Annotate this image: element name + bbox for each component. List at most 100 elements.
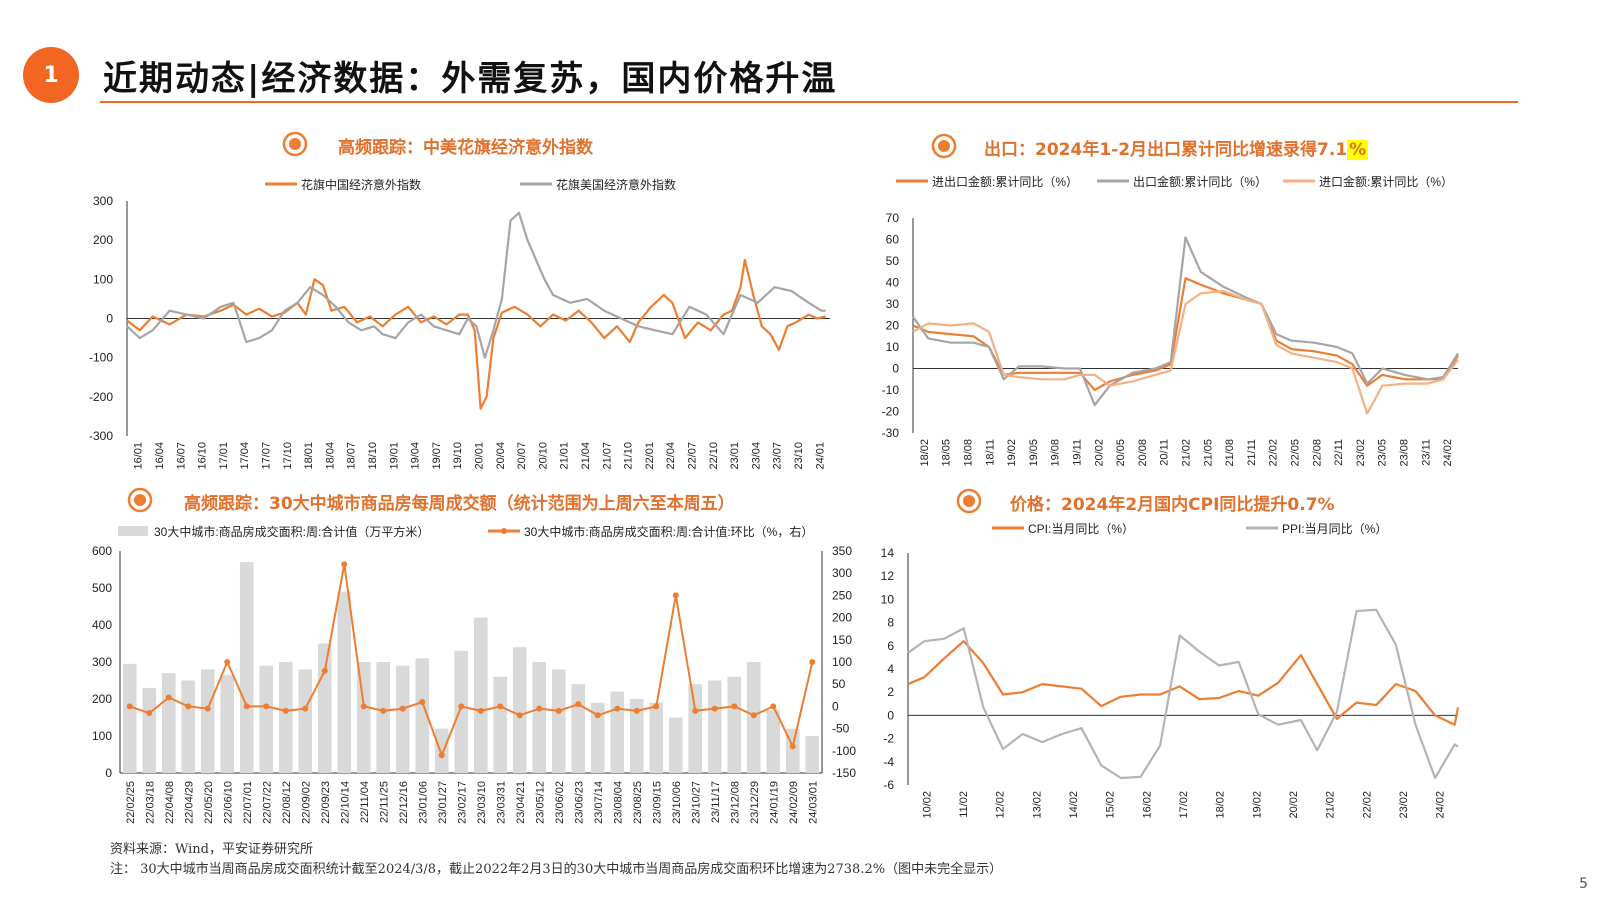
x-tick-label: 18/02: [919, 439, 931, 467]
y-tick-label: -4: [883, 755, 894, 769]
price-panel-title: 价格：2024年2月国内CPI同比提升0.7%: [1010, 495, 1335, 515]
x-tick-label: 18/04: [324, 442, 336, 470]
x-tick-label: 23/05: [1377, 439, 1389, 467]
series-point: [302, 705, 309, 712]
x-tick-label: 23/06/02: [554, 781, 566, 824]
x-tick-label: 18/11: [984, 439, 996, 466]
bar: [376, 662, 391, 773]
export-title-main: 出口：2024年1-2月出口累计同比增速录得7.1: [984, 140, 1348, 160]
x-tick-label: 22/08: [1311, 439, 1323, 467]
x-tick-label: 22/02: [1268, 439, 1280, 467]
title-divider: [100, 101, 1518, 103]
export-panel-title: 出口：2024年1-2月出口累计同比增速录得7.1%: [984, 135, 1369, 160]
bar: [766, 710, 781, 773]
y-tick-label: 40: [886, 276, 900, 290]
y-tick-label: 100: [92, 729, 112, 743]
series-point: [243, 703, 250, 710]
legend-label: 出口金额:累计同比（%）: [1133, 174, 1267, 189]
series-point: [731, 703, 738, 710]
bar: [688, 684, 703, 773]
series-point: [263, 703, 270, 710]
page-number: 5: [1579, 876, 1588, 892]
x-tick-label: 18/07: [346, 442, 358, 470]
series-point: [692, 707, 699, 714]
x-tick-label: 21/08: [1224, 439, 1236, 467]
x-tick-label: 17/01: [218, 442, 230, 470]
y-tick-label: -200: [89, 390, 113, 404]
y-tick-label-right: -150: [832, 766, 856, 780]
y-tick-label: 10: [881, 592, 895, 606]
series-line: [912, 290, 1459, 415]
x-tick-label: 23/08/04: [612, 781, 624, 824]
x-tick-label: 17/04: [239, 442, 251, 470]
x-tick-label: 23/08: [1399, 439, 1411, 467]
x-tick-label: 22/04: [665, 442, 677, 470]
x-tick-label: 13/02: [1031, 791, 1043, 819]
y-tick-label: 200: [92, 692, 112, 706]
series-point: [575, 701, 582, 708]
series-point: [419, 698, 426, 705]
x-tick-label: 18/02: [1215, 791, 1227, 819]
x-tick-label: 23/03/10: [476, 781, 488, 824]
housing-panel-title: 高频跟踪：30大中城市商品房每周成交额（统计范围为上周六至本周五）: [184, 494, 735, 514]
x-tick-label: 20/11: [1159, 439, 1171, 466]
bar: [707, 680, 722, 773]
series-point: [341, 561, 348, 568]
series-point: [497, 703, 504, 710]
series-point: [711, 705, 718, 712]
y-tick-label-right: 50: [832, 677, 846, 691]
x-tick-label: 22/11/25: [378, 781, 390, 823]
bar: [571, 684, 586, 773]
y-tick-label-right: -50: [832, 722, 850, 736]
series-point: [399, 705, 406, 712]
x-tick-label: 21/10: [623, 442, 635, 470]
y-tick-label: 600: [92, 544, 112, 558]
x-tick-label: 23/02/17: [456, 781, 468, 824]
x-tick-label: 19/01: [388, 442, 400, 470]
bar: [473, 617, 488, 773]
x-tick-label: 19/02: [1251, 791, 1263, 819]
y-tick-label: 100: [93, 272, 113, 286]
x-tick-label: 23/09/15: [651, 781, 663, 824]
series-point: [458, 703, 465, 710]
series-point: [750, 712, 757, 719]
y-tick-label: 70: [886, 211, 900, 225]
series-point: [204, 705, 211, 712]
bar: [610, 691, 625, 773]
y-tick-label: 200: [93, 233, 113, 247]
x-tick-label: 23/05/12: [534, 781, 546, 824]
series-line: [126, 211, 826, 359]
series-line: [907, 608, 1459, 780]
x-tick-label: 23/01: [729, 442, 741, 470]
legend-label: 进出口金额:累计同比（%）: [932, 174, 1078, 189]
y-tick-label-right: 200: [832, 611, 852, 625]
citi-panel-title: 高频跟踪：中美花旗经济意外指数: [338, 138, 593, 158]
x-tick-label: 19/04: [410, 442, 422, 470]
x-tick-label: 22/02: [1361, 791, 1373, 819]
x-tick-label: 19/05: [1028, 439, 1040, 467]
y-tick-label: -300: [89, 429, 113, 443]
bar: [142, 687, 157, 773]
legend-label: 30大中城市:商品房成交面积:周:合计值（万平方米）: [154, 524, 429, 539]
series-line: [912, 236, 1459, 407]
x-tick-label: 16/04: [154, 442, 166, 470]
y-tick-label-right: -100: [832, 744, 856, 758]
x-tick-label: 19/10: [452, 442, 464, 470]
y-tick-label-right: 350: [832, 544, 852, 558]
x-tick-label: 19/07: [431, 442, 443, 470]
x-tick-label: 10/02: [921, 791, 933, 819]
y-tick-label: 300: [92, 655, 112, 669]
bar: [122, 663, 137, 773]
series-point: [672, 592, 679, 599]
y-tick-label: 50: [886, 254, 900, 268]
x-tick-label: 22/02/25: [125, 781, 137, 824]
series-point: [321, 667, 328, 674]
y-tick-label: -100: [89, 351, 113, 365]
y-tick-label: 6: [887, 639, 894, 653]
bar: [161, 673, 176, 773]
x-tick-label: 24/02: [1442, 439, 1454, 467]
bar: [805, 736, 820, 773]
x-tick-label: 24/02/09: [788, 781, 800, 824]
series-line: [126, 258, 826, 410]
